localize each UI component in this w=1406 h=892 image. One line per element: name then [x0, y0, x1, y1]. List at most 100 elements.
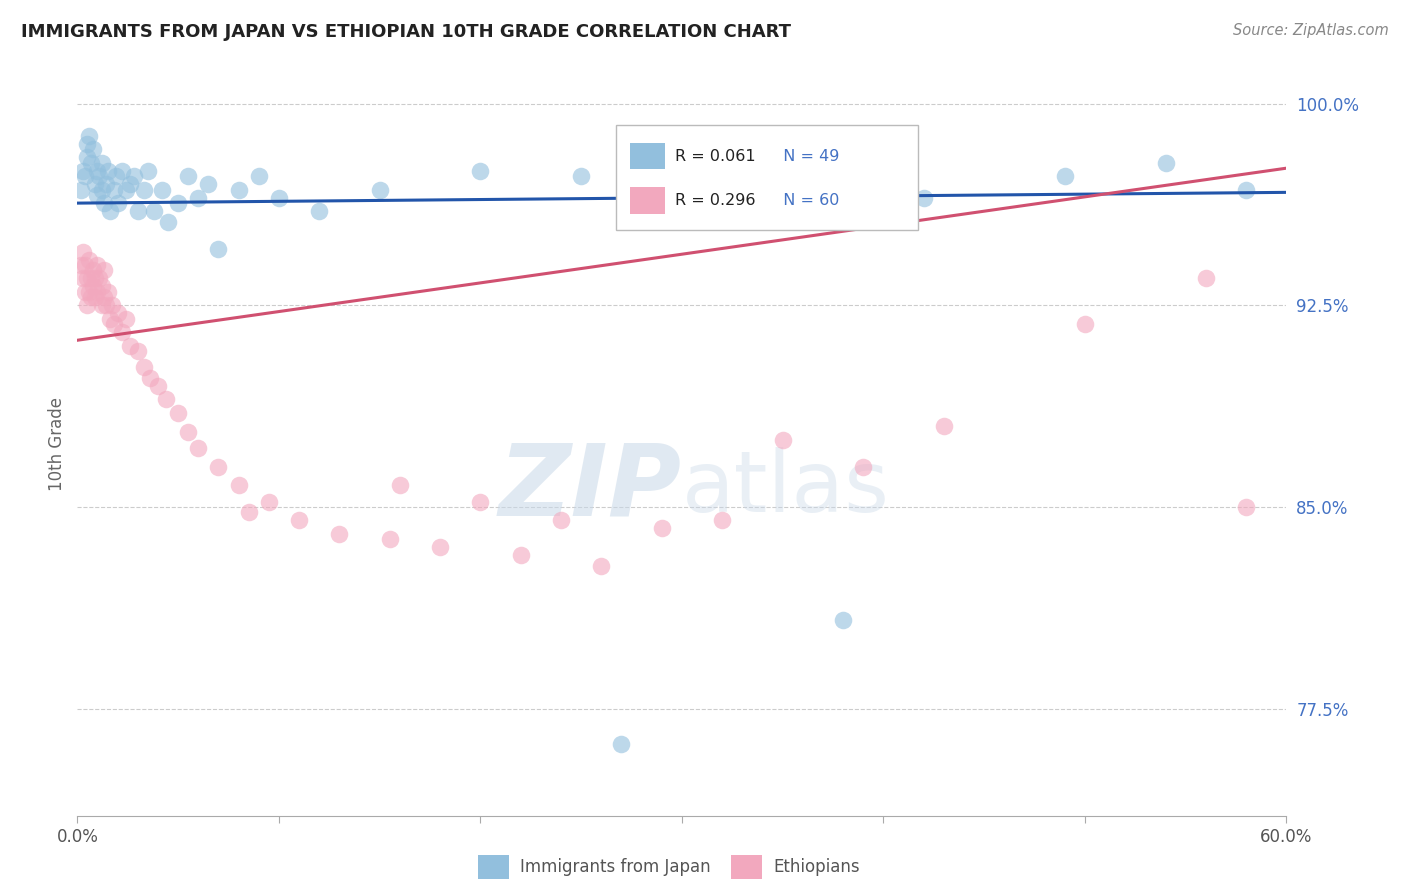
Point [89, 271, 111, 285]
Point [207, 459, 229, 474]
Point [70, 258, 93, 272]
Text: Source: ZipAtlas.com: Source: ZipAtlas.com [1233, 23, 1389, 38]
Text: R = 0.061: R = 0.061 [675, 149, 755, 163]
Point [167, 196, 190, 211]
Point [1234, 500, 1257, 514]
Point [187, 191, 209, 205]
Point [86, 188, 108, 202]
Point [288, 513, 311, 527]
Point [157, 215, 180, 229]
Point [1074, 317, 1097, 331]
Point [72, 271, 94, 285]
Point [111, 164, 134, 178]
Point [86, 164, 108, 178]
Point [107, 306, 129, 320]
Point [150, 183, 173, 197]
Point [308, 204, 330, 219]
Point [470, 494, 492, 508]
Point [111, 325, 134, 339]
Point [207, 242, 229, 256]
Text: N = 60: N = 60 [773, 194, 839, 208]
Point [1154, 155, 1177, 169]
Point [104, 169, 127, 184]
Point [72, 164, 94, 178]
Point [569, 169, 592, 184]
Point [177, 169, 200, 184]
Text: R = 0.296: R = 0.296 [675, 194, 755, 208]
Point [122, 169, 145, 184]
Point [103, 183, 125, 197]
Point [142, 204, 165, 219]
Point [651, 521, 673, 535]
Point [1234, 183, 1257, 197]
Point [90, 155, 112, 169]
Point [328, 526, 350, 541]
Point [76, 150, 98, 164]
Point [772, 164, 794, 178]
Point [86, 285, 108, 299]
Point [772, 433, 794, 447]
Point [470, 164, 492, 178]
Point [70, 183, 93, 197]
Point [832, 613, 855, 627]
Point [711, 513, 734, 527]
Point [146, 379, 169, 393]
Point [94, 298, 117, 312]
Point [671, 183, 693, 197]
Point [103, 317, 125, 331]
Point [267, 191, 290, 205]
Point [96, 285, 118, 299]
Point [187, 441, 209, 455]
Point [368, 183, 391, 197]
Point [100, 298, 122, 312]
Point [98, 204, 121, 219]
Point [82, 263, 104, 277]
Point [80, 290, 103, 304]
Point [75, 258, 97, 272]
Point [98, 311, 121, 326]
Text: Immigrants from Japan: Immigrants from Japan [520, 858, 711, 876]
Point [90, 183, 112, 197]
Point [93, 196, 115, 211]
Point [79, 252, 101, 267]
Point [228, 183, 250, 197]
Point [912, 191, 935, 205]
Text: ZIP: ZIP [499, 440, 682, 537]
Point [93, 263, 115, 277]
Point [89, 169, 111, 184]
Point [247, 169, 270, 184]
Point [591, 559, 613, 574]
Point [84, 290, 107, 304]
Point [84, 271, 107, 285]
Point [93, 290, 115, 304]
Point [136, 164, 159, 178]
Point [852, 459, 875, 474]
Point [610, 737, 633, 751]
Point [132, 183, 155, 197]
Point [132, 360, 155, 375]
Point [114, 183, 136, 197]
Point [509, 549, 531, 563]
Point [550, 513, 572, 527]
Point [238, 505, 260, 519]
Point [94, 178, 117, 192]
Text: IMMIGRANTS FROM JAPAN VS ETHIOPIAN 10TH GRADE CORRELATION CHART: IMMIGRANTS FROM JAPAN VS ETHIOPIAN 10TH … [21, 23, 792, 41]
Point [107, 196, 129, 211]
Point [429, 541, 451, 555]
Point [76, 271, 98, 285]
Point [79, 285, 101, 299]
Point [932, 419, 955, 434]
Text: N = 49: N = 49 [773, 149, 839, 163]
Point [96, 164, 118, 178]
Y-axis label: 10th Grade: 10th Grade [48, 397, 66, 491]
Point [257, 494, 280, 508]
Point [155, 392, 177, 407]
Point [80, 271, 103, 285]
Point [90, 298, 112, 312]
Point [127, 204, 149, 219]
Point [79, 128, 101, 143]
Point [118, 338, 141, 352]
Point [378, 533, 401, 547]
Point [76, 298, 98, 312]
Point [90, 279, 112, 293]
